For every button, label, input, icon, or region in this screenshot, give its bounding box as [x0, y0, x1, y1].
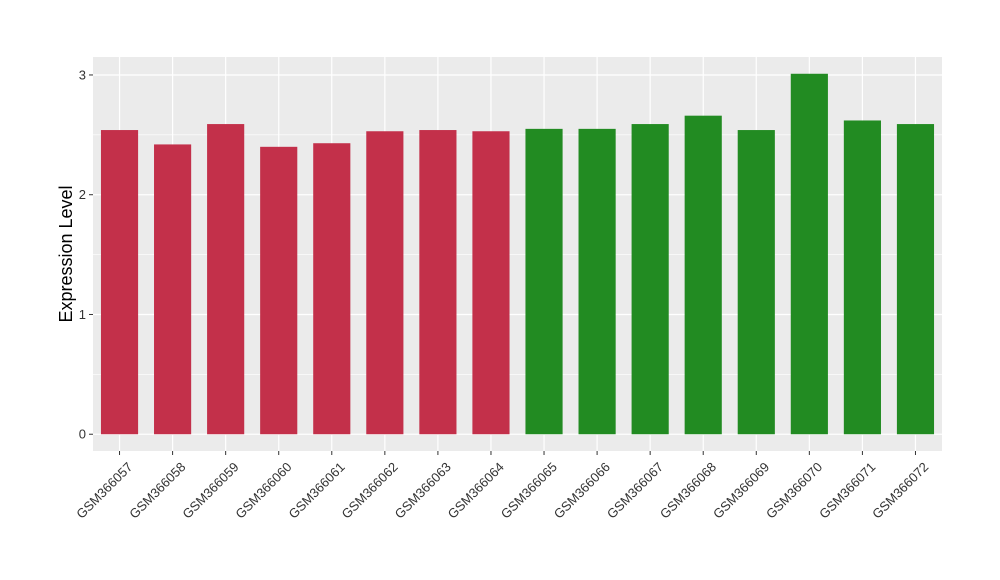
y-tick-label: 3	[79, 67, 86, 82]
y-axis-label: Expression Level	[56, 185, 76, 322]
x-axis: GSM366057GSM366058GSM366059GSM366060GSM3…	[73, 451, 931, 522]
bar	[419, 130, 457, 435]
x-tick-label: GSM366060	[232, 459, 294, 521]
bar	[790, 73, 828, 435]
x-tick-label: GSM366062	[339, 459, 401, 521]
x-tick-label: GSM366058	[126, 459, 188, 521]
x-tick-label: GSM366066	[551, 459, 613, 521]
y-tick-label: 0	[79, 427, 86, 442]
bar	[525, 128, 563, 435]
y-tick-label: 1	[79, 307, 86, 322]
bar	[472, 131, 510, 435]
x-tick-label: GSM366059	[179, 459, 241, 521]
bar	[100, 130, 139, 435]
bar	[313, 143, 351, 435]
bar	[737, 130, 775, 435]
x-tick-label: GSM366067	[604, 459, 666, 521]
x-tick-label: GSM366069	[710, 459, 772, 521]
bar	[154, 144, 192, 435]
bar	[843, 120, 881, 435]
bar	[684, 115, 722, 435]
bar	[896, 124, 935, 435]
bar	[366, 131, 404, 435]
x-tick-label: GSM366061	[285, 459, 347, 521]
x-tick-label: GSM366057	[73, 459, 135, 521]
bar	[578, 128, 616, 435]
bar	[260, 146, 298, 435]
x-tick-label: GSM366065	[498, 459, 560, 521]
bars	[100, 73, 935, 435]
x-tick-label: GSM366072	[869, 459, 931, 521]
x-tick-label: GSM366068	[657, 459, 719, 521]
x-tick-label: GSM366064	[445, 459, 507, 521]
x-tick-label: GSM366070	[763, 459, 825, 521]
x-tick-label: GSM366071	[816, 459, 878, 521]
bar	[631, 124, 669, 435]
y-tick-label: 2	[79, 187, 86, 202]
bar	[207, 124, 245, 435]
x-tick-label: GSM366063	[392, 459, 454, 521]
y-axis: 0 1 2 3	[79, 67, 93, 442]
